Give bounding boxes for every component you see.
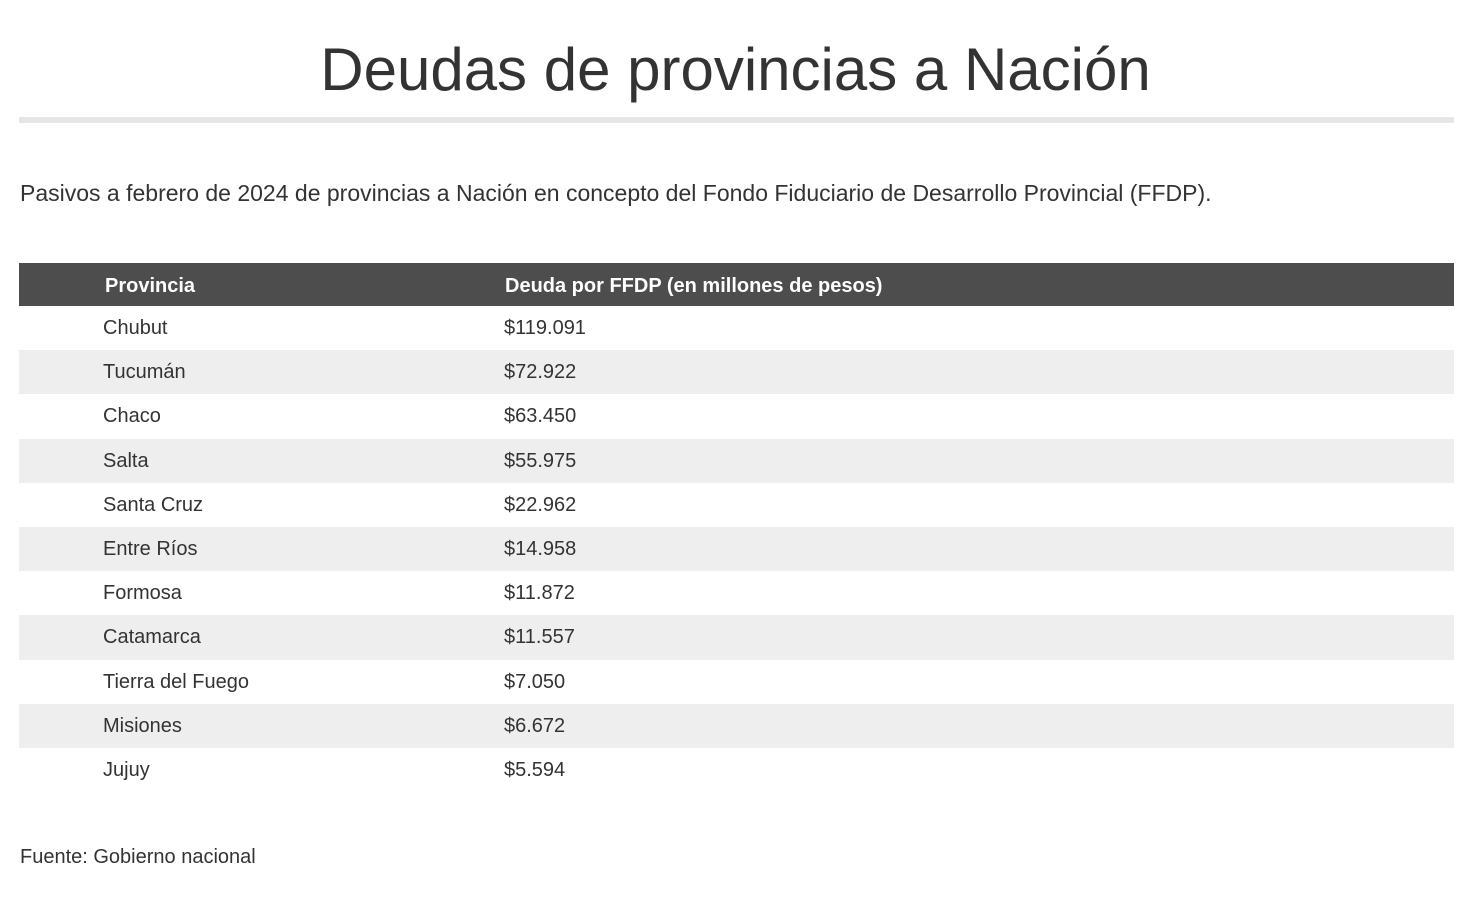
cell-deuda: $119.091 xyxy=(504,317,586,339)
cell-deuda: $63.450 xyxy=(504,405,577,428)
cell-provincia: Misiones xyxy=(103,714,182,737)
chart-subtitle: Pasivos a febrero de 2024 de provincias … xyxy=(20,180,1212,206)
chart-title: Deudas de provincias a Nación xyxy=(320,36,1151,103)
cell-provincia: Santa Cruz xyxy=(103,493,204,516)
table-row: Formosa $11.872 xyxy=(19,571,1454,615)
cell-provincia: Tucumán xyxy=(103,361,186,384)
table-row: Tierra del Fuego $7.050 xyxy=(19,660,1454,704)
table-row: Chaco $63.450 xyxy=(19,394,1454,438)
table-row: Salta $55.975 xyxy=(19,438,1454,483)
cell-deuda: $14.958 xyxy=(504,537,577,560)
cell-provincia: Tierra del Fuego xyxy=(103,670,249,693)
cell-provincia: Salta xyxy=(103,449,149,472)
cell-provincia: Entre Ríos xyxy=(103,537,198,560)
cell-deuda: $55.975 xyxy=(504,449,577,472)
cell-deuda: $7.050 xyxy=(504,670,566,693)
cell-provincia: Chaco xyxy=(103,405,161,428)
cell-provincia: Catamarca xyxy=(103,626,201,649)
cell-provincia: Jujuy xyxy=(103,758,150,781)
table-row: Chubut $119.091 xyxy=(19,306,1454,350)
table-row: Santa Cruz $22.962 xyxy=(19,483,1454,527)
cell-deuda: $22.962 xyxy=(504,493,577,516)
table-row: Misiones $6.672 xyxy=(19,703,1454,748)
column-header-provincia: Provincia xyxy=(105,275,196,297)
table-row: Catamarca $11.557 xyxy=(19,615,1454,660)
cell-provincia: Chubut xyxy=(103,317,168,339)
table-row: Entre Ríos $14.958 xyxy=(19,526,1454,572)
cell-deuda: $11.872 xyxy=(504,582,575,605)
cell-deuda: $5.594 xyxy=(504,758,566,781)
column-header-deuda: Deuda por FFDP (en millones de pesos) xyxy=(505,275,883,297)
title-divider xyxy=(19,117,1454,123)
cell-deuda: $11.557 xyxy=(504,626,575,649)
cell-provincia: Formosa xyxy=(103,582,182,605)
table-row: Jujuy $5.594 xyxy=(19,748,1454,792)
table-row: Tucumán $72.922 xyxy=(19,350,1454,395)
debt-table: Provincia Deuda por FFDP (en millones de… xyxy=(19,263,1454,792)
cell-deuda: $6.672 xyxy=(504,714,566,737)
source-note: Fuente: Gobierno nacional xyxy=(20,846,256,868)
table-body: Chubut $119.091 Tucumán $72.922 Chaco $63.450… xyxy=(19,306,1454,792)
cell-deuda: $72.922 xyxy=(504,361,577,384)
table-header: Provincia Deuda por FFDP (en millones de… xyxy=(19,263,1454,306)
